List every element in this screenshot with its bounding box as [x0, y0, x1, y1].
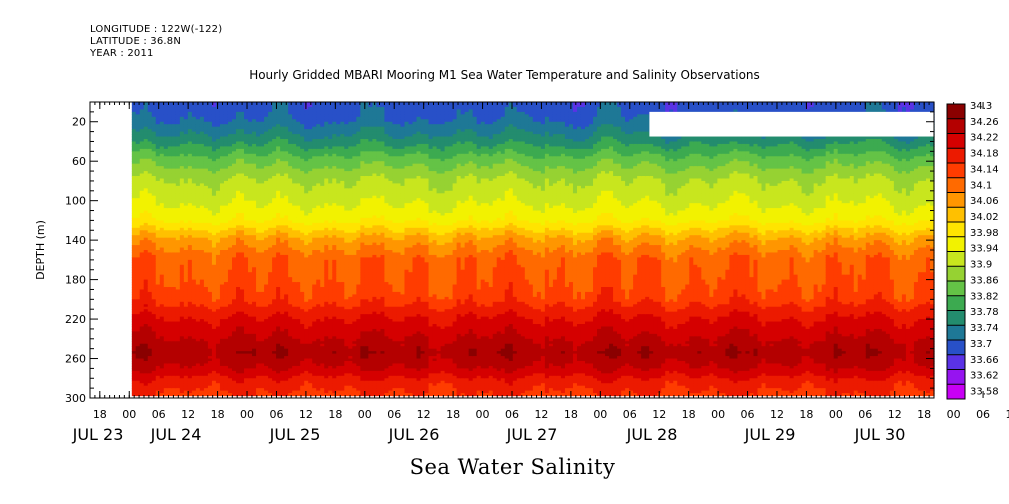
x-tick-label: 12	[1006, 408, 1009, 421]
x-tick-label: 00	[358, 408, 372, 421]
missing-data-left	[90, 102, 132, 398]
colorbar-label: 33.86	[970, 275, 999, 286]
x-day-label: JUL 30	[854, 425, 906, 444]
x-tick-label: 06	[976, 408, 990, 421]
x-tick-label: 00	[947, 408, 961, 421]
colorbar-swatch	[947, 192, 965, 208]
axes: 20 60 100 140 180 220 260 300 18 00 06 12 18 00 06 12 18…	[65, 102, 1009, 444]
x-day-label: JUL 25	[269, 425, 321, 444]
colorbar-swatch	[947, 369, 965, 385]
colorbar-swatch	[947, 354, 965, 370]
colorbar-label: 33.66	[970, 355, 999, 366]
y-tick-label: 20	[72, 116, 86, 129]
colorbar-swatch	[947, 266, 965, 282]
y-tick-label: 140	[65, 234, 86, 247]
colorbar-swatch	[947, 340, 965, 356]
x-tick-label: 18	[211, 408, 225, 421]
x-tick-label: 00	[829, 408, 843, 421]
colorbar-swatch	[947, 118, 965, 134]
y-tick-label: 180	[65, 274, 86, 287]
missing-data-region	[649, 111, 934, 137]
colorbar-label: 33.62	[970, 371, 999, 382]
x-tick-label: 12	[652, 408, 666, 421]
x-tick-label: 18	[564, 408, 578, 421]
colorbar-label: 34.1	[970, 180, 992, 191]
x-axis-label: Sea Water Salinity	[0, 455, 1009, 479]
colorbar-label: 33.94	[970, 244, 999, 255]
colorbar-label: 33.98	[970, 228, 999, 239]
x-tick-label: 06	[269, 408, 283, 421]
colorbar: 34.3 34.26 34.22 34.18 34.14 34.1 34.06 34.02 33…	[946, 101, 999, 400]
x-tick-label: 18	[93, 408, 107, 421]
colorbar-swatch	[947, 251, 965, 267]
x-tick-label: 18	[682, 408, 696, 421]
colorbar-swatch	[947, 104, 965, 120]
colorbar-label: 33.78	[970, 307, 999, 318]
colorbar-label: 34.3	[970, 101, 992, 112]
x-tick-label: 00	[711, 408, 725, 421]
colorbar-label: 33.9	[970, 260, 992, 271]
y-axis-label: DEPTH (m)	[34, 220, 47, 280]
colorbar-swatch	[947, 384, 965, 400]
x-day-label: JUL 27	[506, 425, 558, 444]
x-tick-label: 18	[799, 408, 813, 421]
colorbar-label: 34.22	[970, 133, 999, 144]
x-tick-label: 06	[623, 408, 637, 421]
x-tick-label: 12	[888, 408, 902, 421]
colorbar-label: 34.06	[970, 196, 999, 207]
x-tick-label: 18	[917, 408, 931, 421]
latitude-label: LATITUDE : 36.8N	[90, 36, 181, 48]
x-day-label: JUL 23	[72, 425, 124, 444]
y-tick-label: 260	[65, 353, 86, 366]
x-tick-label: 18	[446, 408, 460, 421]
colorbar-label: 34.18	[970, 149, 999, 160]
x-tick-label: 06	[858, 408, 872, 421]
x-day-label: JUL 29	[744, 425, 796, 444]
x-tick-label: 12	[534, 408, 548, 421]
y-tick-label: 100	[65, 195, 86, 208]
colorbar-label: 33.74	[970, 323, 999, 334]
x-tick-label: 06	[505, 408, 519, 421]
x-tick-label: 00	[476, 408, 490, 421]
colorbar-label: 34.26	[970, 117, 999, 128]
salinity-field	[131, 102, 935, 397]
x-day-label: JUL 28	[626, 425, 678, 444]
x-tick-label: 00	[122, 408, 136, 421]
x-tick-label: 06	[387, 408, 401, 421]
longitude-label: LONGITUDE : 122W(-122)	[90, 24, 222, 36]
colorbar-swatch	[947, 177, 965, 193]
x-tick-label: 18	[328, 408, 342, 421]
colorbar-swatch	[947, 281, 965, 297]
colorbar-swatch	[947, 236, 965, 252]
x-tick-label: 12	[417, 408, 431, 421]
colorbar-label: 33.7	[970, 339, 992, 350]
year-label: YEAR : 2011	[90, 48, 154, 60]
colorbar-swatch	[947, 148, 965, 164]
x-tick-label: 12	[770, 408, 784, 421]
colorbar-swatch	[947, 133, 965, 149]
colorbar-swatch	[947, 207, 965, 223]
colorbar-swatch	[947, 310, 965, 326]
colorbar-label: 33.82	[970, 291, 999, 302]
x-day-label: JUL 24	[150, 425, 202, 444]
y-tick-label: 220	[65, 313, 86, 326]
colorbar-label: 34.14	[970, 164, 999, 175]
colorbar-swatch	[947, 325, 965, 341]
colorbar-swatch	[947, 222, 965, 238]
y-tick-label: 300	[65, 392, 86, 405]
x-tick-label: 06	[152, 408, 166, 421]
x-tick-label: 12	[181, 408, 195, 421]
x-tick-label: 12	[299, 408, 313, 421]
colorbar-swatch	[947, 163, 965, 179]
y-tick-label: 60	[72, 155, 86, 168]
x-tick-label: 06	[741, 408, 755, 421]
colorbar-label: 34.02	[970, 212, 999, 223]
chart-title: Hourly Gridded MBARI Mooring M1 Sea Wate…	[0, 68, 1009, 82]
x-tick-label: 00	[240, 408, 254, 421]
colorbar-label: 33.58	[970, 386, 999, 397]
colorbar-swatch	[947, 295, 965, 311]
x-tick-label: 00	[593, 408, 607, 421]
x-day-label: JUL 26	[388, 425, 440, 444]
